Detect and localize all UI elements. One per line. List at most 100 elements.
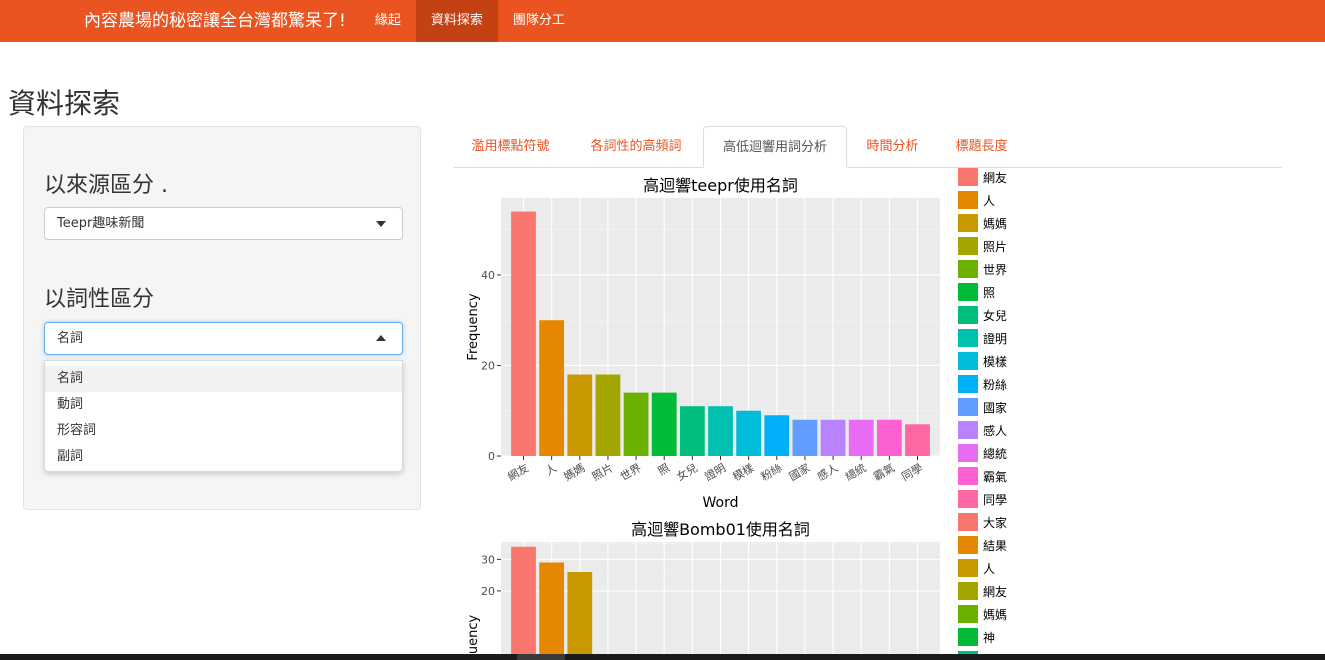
tab-punctuation[interactable]: 濫用標點符號 [471,139,550,154]
legend-label: 粉絲 [983,377,1007,392]
legend-key [958,214,978,232]
legend-key [958,421,978,439]
pos-select-value: 名詞 [57,331,84,346]
legend-key [958,260,978,278]
y-axis-label: Frequency [466,615,481,654]
legend-key [958,329,978,347]
tab-time-analysis[interactable]: 時間分析 [866,139,919,154]
x-tick-label: 人 [543,461,559,478]
tab-title-length[interactable]: 標題長度 [955,139,1008,154]
x-tick-label: 粉絲 [758,460,784,483]
x-tick-label: 同學 [899,461,925,483]
legend-key [958,582,978,600]
legend-key [958,536,978,554]
pos-option-noun[interactable]: 名詞 [45,366,402,392]
legend-label: 人 [983,562,995,576]
bar-照 [651,392,677,456]
pos-dropdown-menu: 名詞 動詞 形容詞 副詞 [44,360,403,472]
legend-label: 媽媽 [983,217,1007,231]
x-tick-label: 國家 [786,460,812,483]
nav-item-origin[interactable]: 緣起 [374,13,401,28]
bar-結果 [539,562,565,654]
x-tick-label: 證明 [702,460,728,483]
legend-key [958,467,978,485]
tab-pos-frequent-words[interactable]: 各詞性的高頻詞 [590,139,682,154]
legend-label: 霸氣 [983,470,1007,484]
legend-label: 證明 [983,331,1007,346]
x-tick-label: 媽媽 [561,460,587,483]
y-axis-label: Frequency [466,293,481,360]
bar-同學 [905,424,930,456]
legend-key [958,283,978,301]
legend-label: 感人 [983,423,1007,438]
y-tick-label: 30 [481,553,495,566]
legend-label: 神 [983,631,995,645]
legend-label: 同學 [983,493,1007,507]
legend-key [958,398,978,416]
tab-response-word-analysis[interactable]: 高低迴響用詞分析 [703,126,847,168]
source-select-value: Teepr趣味新聞 [57,216,145,231]
nav-item-data-explore[interactable]: 資料探索 [415,0,498,42]
legend-key [958,513,978,531]
legend-label: 網友 [983,585,1007,599]
legend-label: 世界 [983,263,1007,277]
legend-key [958,191,978,209]
x-tick-label: 總統 [843,460,869,483]
bar-人 [567,571,593,654]
chart-bomb01-nouns: 20 30 高迴響Bomb01使用名詞 Frequency [466,520,940,654]
y-tick-label: 0 [488,450,495,463]
legend-label: 照片 [983,240,1007,254]
legend-label: 女兒 [983,308,1007,323]
legend-key [958,306,978,324]
x-tick-label: 霸氣 [871,460,897,483]
chart-area: 02040高迴響teepr使用名詞Frequency網友人媽媽 照片 世界照女兒 證明… [466,168,1007,654]
legend-key [958,490,978,508]
y-tick-label: 20 [481,585,495,598]
legend-key [958,605,978,623]
x-tick-label: 模樣 [730,460,756,483]
pos-select-label: 以詞性區分 [44,287,155,312]
legend-label: 大家 [983,515,1007,530]
legend-key [958,559,978,577]
pos-option-adverb[interactable]: 副詞 [57,449,84,464]
bar-粉絲 [764,415,790,456]
pos-option-adjective[interactable]: 形容詞 [57,423,97,438]
source-select-label: 以來源區分 . [44,173,168,198]
y-tick-label: 20 [481,359,495,372]
legend-key [958,444,978,462]
source-select[interactable]: Teepr趣味新聞 [44,207,403,240]
legend-key [958,628,978,646]
tab-bar: 濫用標點符號 各詞性的高頻詞 高低迴響用詞分析 時間分析 標題長度 [453,126,1282,168]
bar-證明 [708,406,733,456]
navbar-brand[interactable]: 內容農場的秘密讓全台灣都驚呆了! [84,11,346,31]
bar-世界 [623,392,649,456]
chart-teepr-nouns: 0 20 40 高迴響teepr使用名詞 Frequency 網友人媽媽 照片 世界照女兒 證明… [466,176,940,511]
legend-key [958,168,978,186]
nav-item-team[interactable]: 團隊分工 [512,13,565,28]
caret-up-icon [376,335,386,341]
bar-照片 [595,374,621,456]
legend-label: 模樣 [983,354,1007,369]
bar-國家 [792,419,818,456]
taskbar [0,654,1325,660]
bar-模樣 [736,410,762,456]
x-tick-label: 網友 [505,460,531,483]
pos-option-verb[interactable]: 動詞 [57,397,84,412]
legend-label: 媽媽 [983,608,1007,622]
navbar: 內容農場的秘密讓全台灣都驚呆了! 緣起 資料探索 團隊分工 [0,0,1325,42]
legend-key [958,352,978,370]
bar-大家 [511,546,536,654]
x-tick-label: 照片 [590,461,616,483]
legend-label: 照 [983,286,995,300]
legend-label: 國家 [983,400,1007,415]
bar-人 [539,320,565,456]
legend-label: 網友 [983,171,1007,185]
x-tick-label: 照 [656,461,672,478]
pos-select[interactable]: 名詞 [44,322,403,355]
legend-label: 總統 [983,446,1007,461]
x-tick-label: 女兒 [674,460,700,483]
taskbar-item [517,654,565,660]
y-tick-label: 40 [481,269,495,282]
bar-總統 [848,419,874,456]
